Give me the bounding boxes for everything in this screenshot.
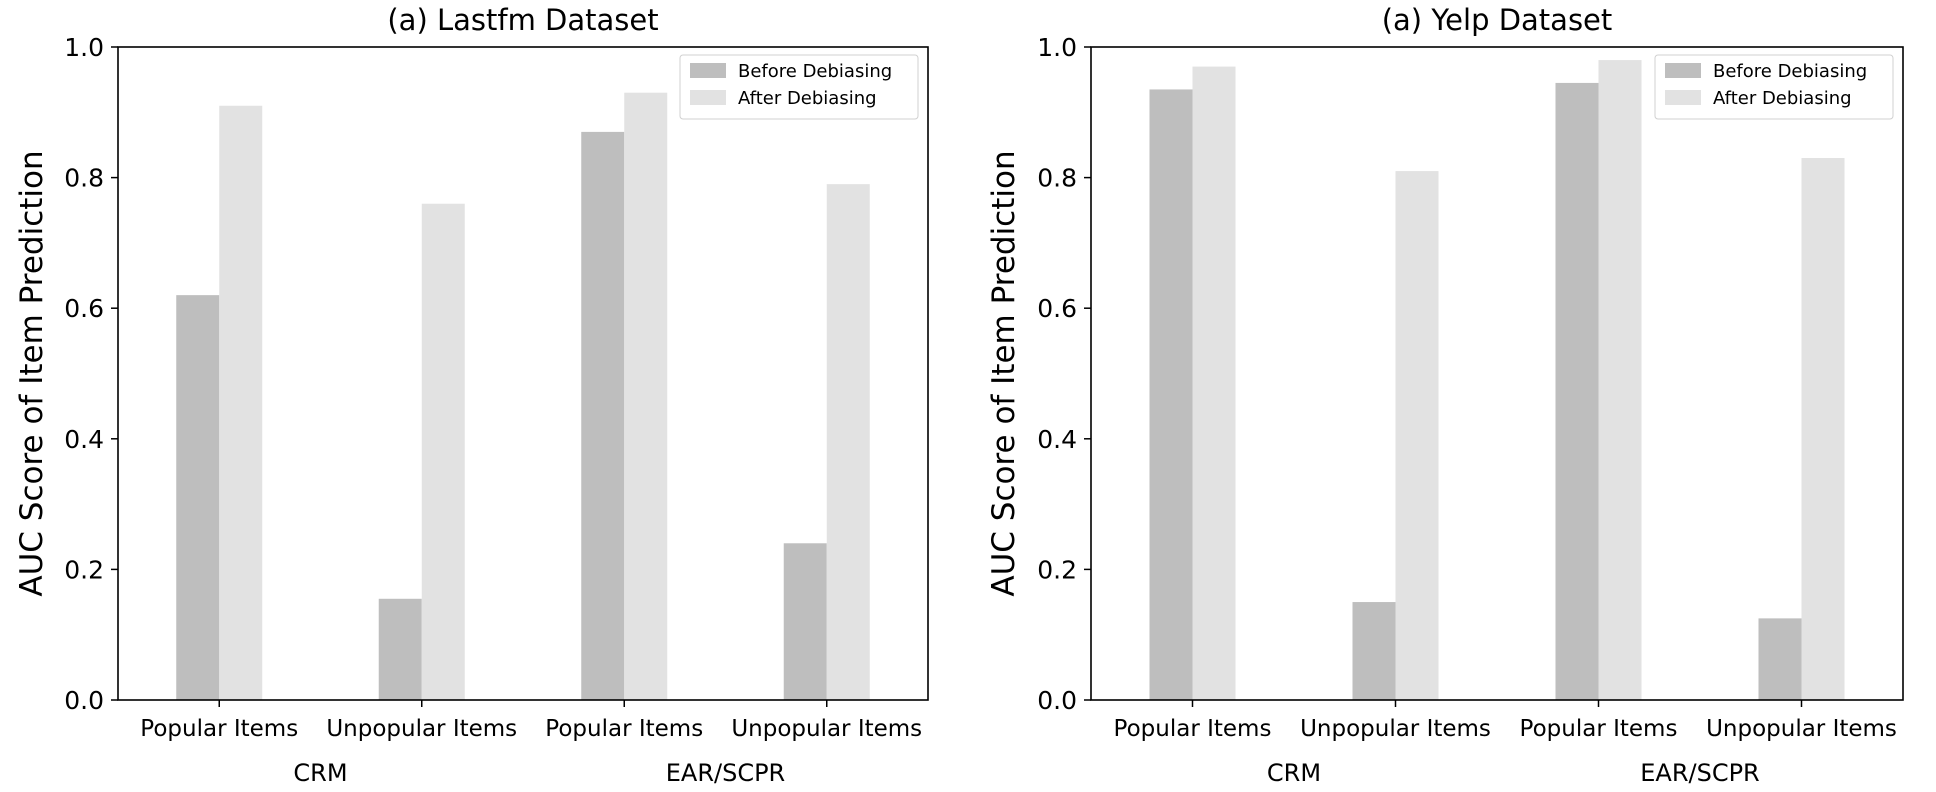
x-tick-label: Unpopular Items: [1300, 716, 1491, 742]
legend-label: After Debiasing: [738, 88, 877, 109]
y-axis-label: AUC Score of Item Prediction: [986, 150, 1022, 596]
bar-after-3: [624, 92, 668, 700]
y-tick-label: 0.8: [1037, 164, 1077, 193]
bar-before-3: [581, 131, 625, 700]
legend-swatch: [1665, 63, 1701, 78]
group-label: CRM: [1267, 759, 1321, 787]
chart-1: 0.0 0.2 0.4 0.6 0.8 1.0 Popular Items Unpopular…: [14, 3, 929, 787]
legend-label: Before Debiasing: [1713, 61, 1867, 82]
x-tick-label: Unpopular Items: [1706, 716, 1897, 742]
bar-before-3: [1555, 82, 1599, 701]
x-tick-label: Popular Items: [545, 716, 703, 742]
legend-swatch: [690, 63, 726, 78]
x-tick-label: Unpopular Items: [326, 716, 517, 742]
plot-frame: [117, 46, 929, 701]
bar-before-4: [783, 543, 827, 700]
legend: Before Debiasing After Debiasing: [1654, 54, 1894, 120]
bar-after-4: [826, 184, 870, 700]
y-tick-label: 1.0: [64, 33, 104, 62]
legend-swatch: [690, 90, 726, 105]
y-tick-label: 0.6: [64, 294, 104, 323]
bar-before-2: [378, 598, 422, 700]
legend-label: Before Debiasing: [738, 61, 892, 82]
bar-before-1: [1149, 89, 1193, 700]
bar-before-4: [1758, 618, 1802, 700]
chart-title: (a) Lastfm Dataset: [387, 3, 658, 37]
bar-after-3: [1598, 60, 1642, 701]
y-tick-label: 0.0: [1037, 686, 1077, 715]
chart-title: (a) Yelp Dataset: [1382, 3, 1613, 37]
x-tick-label: Unpopular Items: [731, 716, 922, 742]
bar-after-1: [219, 105, 263, 700]
y-tick-label: 1.0: [1037, 33, 1077, 62]
bar-after-1: [1192, 66, 1236, 701]
y-axis-label: AUC Score of Item Prediction: [14, 150, 50, 596]
x-tick-label: Popular Items: [1114, 716, 1272, 742]
bar-before-2: [1352, 602, 1396, 700]
bar-after-2: [1395, 171, 1439, 700]
legend-box: [1654, 54, 1894, 120]
bar-after-2: [421, 203, 465, 700]
group-label: EAR/SCPR: [1640, 759, 1759, 787]
y-tick-label: 0.2: [64, 555, 104, 584]
group-label: EAR/SCPR: [666, 759, 785, 787]
x-tick-label: Popular Items: [140, 716, 298, 742]
y-tick-label: 0.0: [64, 686, 104, 715]
bar-before-1: [176, 295, 220, 700]
y-tick-label: 0.8: [64, 164, 104, 193]
y-tick-label: 0.6: [1037, 294, 1077, 323]
y-tick-label: 0.4: [64, 425, 104, 454]
group-label: CRM: [293, 759, 347, 787]
legend-label: After Debiasing: [1713, 88, 1852, 109]
bar-after-4: [1801, 158, 1845, 700]
legend: Before Debiasing After Debiasing: [679, 54, 919, 120]
chart-2: 0.0 0.2 0.4 0.6 0.8 1.0 Popular Items Unpopular…: [986, 3, 1904, 787]
x-tick-label: Popular Items: [1520, 716, 1678, 742]
legend-swatch: [1665, 90, 1701, 105]
y-tick-label: 0.2: [1037, 555, 1077, 584]
legend-box: [679, 54, 919, 120]
y-tick-label: 0.4: [1037, 425, 1077, 454]
plot-frame: [1090, 46, 1904, 701]
